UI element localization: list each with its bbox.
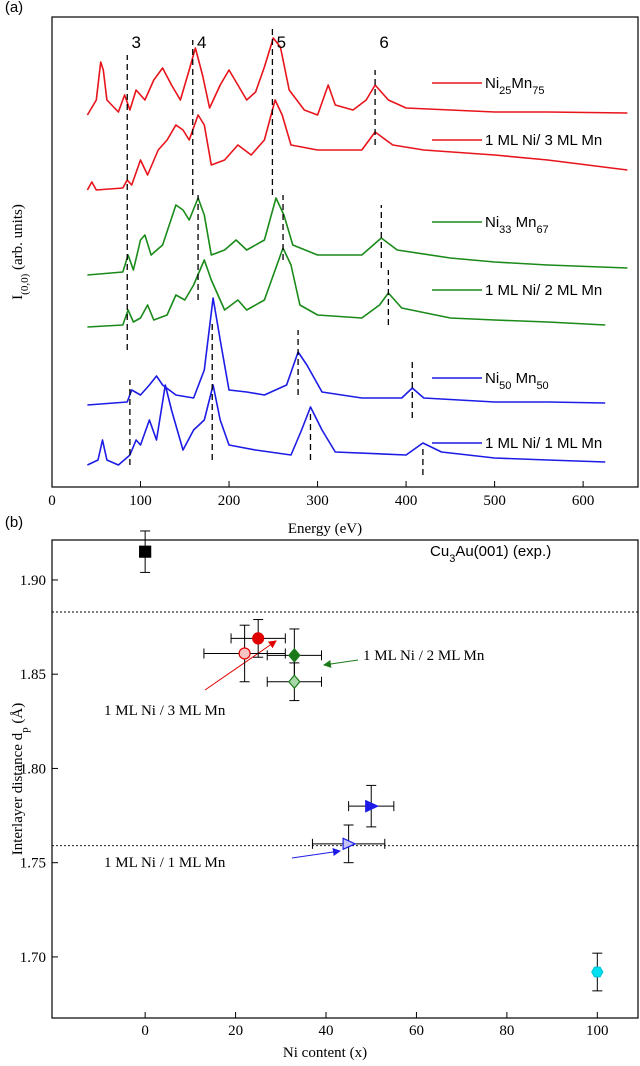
y-tick-label: 1.80 bbox=[20, 761, 46, 777]
annotation: Cu3Au(001) (exp.) bbox=[430, 543, 551, 565]
plot-frame bbox=[51, 539, 639, 1019]
legend-label: 1 ML Ni/ 1 ML Mn bbox=[485, 435, 602, 452]
data-point bbox=[365, 799, 380, 813]
spectrum-line bbox=[87, 297, 606, 406]
panel-label: (a) bbox=[5, 0, 23, 16]
y-axis-title: Interlayer distance dp (Å) bbox=[10, 703, 31, 856]
data-point bbox=[288, 674, 301, 690]
panel-label: (b) bbox=[5, 514, 23, 531]
legend-label: Ni25Mn75 bbox=[485, 75, 545, 97]
x-tick-label: 400 bbox=[395, 493, 418, 509]
x-tick-label: 0 bbox=[48, 493, 56, 509]
x-tick-label: 60 bbox=[409, 1023, 424, 1039]
x-tick-label: 100 bbox=[129, 493, 152, 509]
arrow bbox=[291, 848, 341, 859]
annotation: 1 ML Ni / 2 ML Mn bbox=[363, 648, 485, 664]
legend-label: 1 ML Ni/ 3 ML Mn bbox=[485, 132, 602, 149]
annotation: 1 ML Ni / 3 ML Mn bbox=[104, 703, 226, 719]
x-tick-label: 20 bbox=[228, 1023, 243, 1039]
spectrum-line bbox=[87, 247, 606, 328]
y-tick-label: 1.75 bbox=[20, 856, 46, 872]
plot-frame bbox=[51, 16, 639, 488]
peak-label: 5 bbox=[277, 33, 286, 52]
legend-label: Ni50 Mn50 bbox=[485, 370, 549, 392]
x-tick-label: 200 bbox=[218, 493, 241, 509]
x-tick-label: 40 bbox=[319, 1023, 334, 1039]
data-point bbox=[288, 647, 301, 663]
x-tick-label: 500 bbox=[483, 493, 506, 509]
spectrum-line bbox=[87, 197, 628, 276]
x-tick-label: 100 bbox=[586, 1023, 609, 1039]
arrow bbox=[323, 659, 359, 668]
x-tick-label: 300 bbox=[306, 493, 329, 509]
x-tick-label: 80 bbox=[499, 1023, 514, 1039]
x-axis-title: Energy (eV) bbox=[288, 521, 362, 537]
y-axis-title: I(0,0) (arb. units) bbox=[10, 204, 31, 300]
spectrum-line bbox=[87, 384, 606, 466]
peak-label: 4 bbox=[197, 33, 206, 52]
annotation: 1 ML Ni / 1 ML Mn bbox=[104, 855, 226, 871]
data-point bbox=[238, 647, 251, 660]
legend-label: Ni33 Mn67 bbox=[485, 214, 549, 236]
data-point bbox=[591, 966, 604, 978]
data-point bbox=[342, 837, 357, 851]
data-point bbox=[139, 545, 152, 558]
y-tick-label: 1.85 bbox=[20, 667, 46, 683]
legend-label: 1 ML Ni/ 2 ML Mn bbox=[485, 282, 602, 299]
spectrum-line bbox=[86, 37, 628, 116]
x-tick-label: 0 bbox=[141, 1023, 149, 1039]
peak-label: 3 bbox=[132, 33, 141, 52]
peak-label: 6 bbox=[379, 33, 388, 52]
arrow bbox=[204, 640, 277, 691]
y-tick-label: 1.90 bbox=[20, 573, 46, 589]
y-tick-label: 1.70 bbox=[20, 950, 46, 966]
data-point bbox=[252, 632, 265, 645]
x-axis-title: Ni content (x) bbox=[283, 1045, 367, 1061]
x-tick-label: 600 bbox=[572, 493, 595, 509]
